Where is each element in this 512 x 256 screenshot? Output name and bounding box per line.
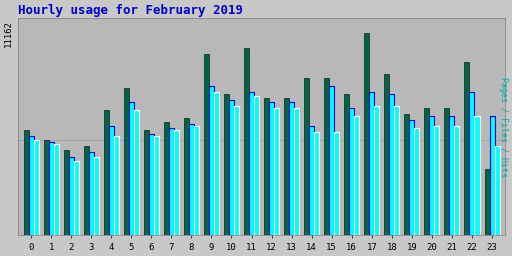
Bar [104,110,109,235]
Bar [144,130,149,235]
Bar [464,62,470,235]
Bar [254,96,259,235]
Bar [224,94,229,235]
Bar [249,92,254,235]
Bar [83,146,89,235]
Bar [430,116,434,235]
Bar [410,120,414,235]
Bar [234,106,239,235]
Bar [394,106,399,235]
Bar [204,54,209,235]
Bar [264,98,269,235]
Bar [94,156,99,235]
Bar [294,108,299,235]
Bar [29,136,34,235]
Bar [34,140,38,235]
Bar [455,126,459,235]
Bar [489,116,495,235]
Bar [284,98,289,235]
Bar [44,140,49,235]
Bar [289,102,294,235]
Bar [324,78,329,235]
Bar [109,126,114,235]
Bar [304,78,309,235]
Bar [129,102,134,235]
Bar [374,106,379,235]
Bar [69,156,74,235]
Bar [169,128,174,235]
Bar [434,126,439,235]
Bar [309,126,314,235]
Bar [450,116,455,235]
Bar [274,108,279,235]
Bar [24,130,29,235]
Bar [385,74,389,235]
Bar [114,136,119,235]
Bar [470,92,475,235]
Bar [214,92,219,235]
Bar [344,94,349,235]
Bar [189,124,194,235]
Bar [314,132,319,235]
Bar [154,136,159,235]
Bar [49,142,54,235]
Bar [424,108,430,235]
Bar [404,114,410,235]
Bar [475,116,480,235]
Bar [74,161,79,235]
Bar [269,102,274,235]
Bar [349,108,354,235]
Bar [174,130,179,235]
Bar [334,132,339,235]
Bar [149,134,154,235]
Bar [414,128,419,235]
Bar [444,108,450,235]
Bar [63,151,69,235]
Bar [329,86,334,235]
Bar [354,116,359,235]
Bar [495,146,500,235]
Bar [89,153,94,235]
Bar [484,169,489,235]
Bar [194,126,199,235]
Text: Hourly usage for February 2019: Hourly usage for February 2019 [18,4,243,17]
Bar [389,94,394,235]
Y-axis label: Pages / Files / Hits: Pages / Files / Hits [499,77,508,177]
Bar [364,34,369,235]
Bar [209,86,214,235]
Bar [244,48,249,235]
Bar [184,118,189,235]
Bar [164,122,169,235]
Bar [54,144,58,235]
Bar [124,88,129,235]
Bar [134,110,139,235]
Bar [369,92,374,235]
Bar [229,100,234,235]
